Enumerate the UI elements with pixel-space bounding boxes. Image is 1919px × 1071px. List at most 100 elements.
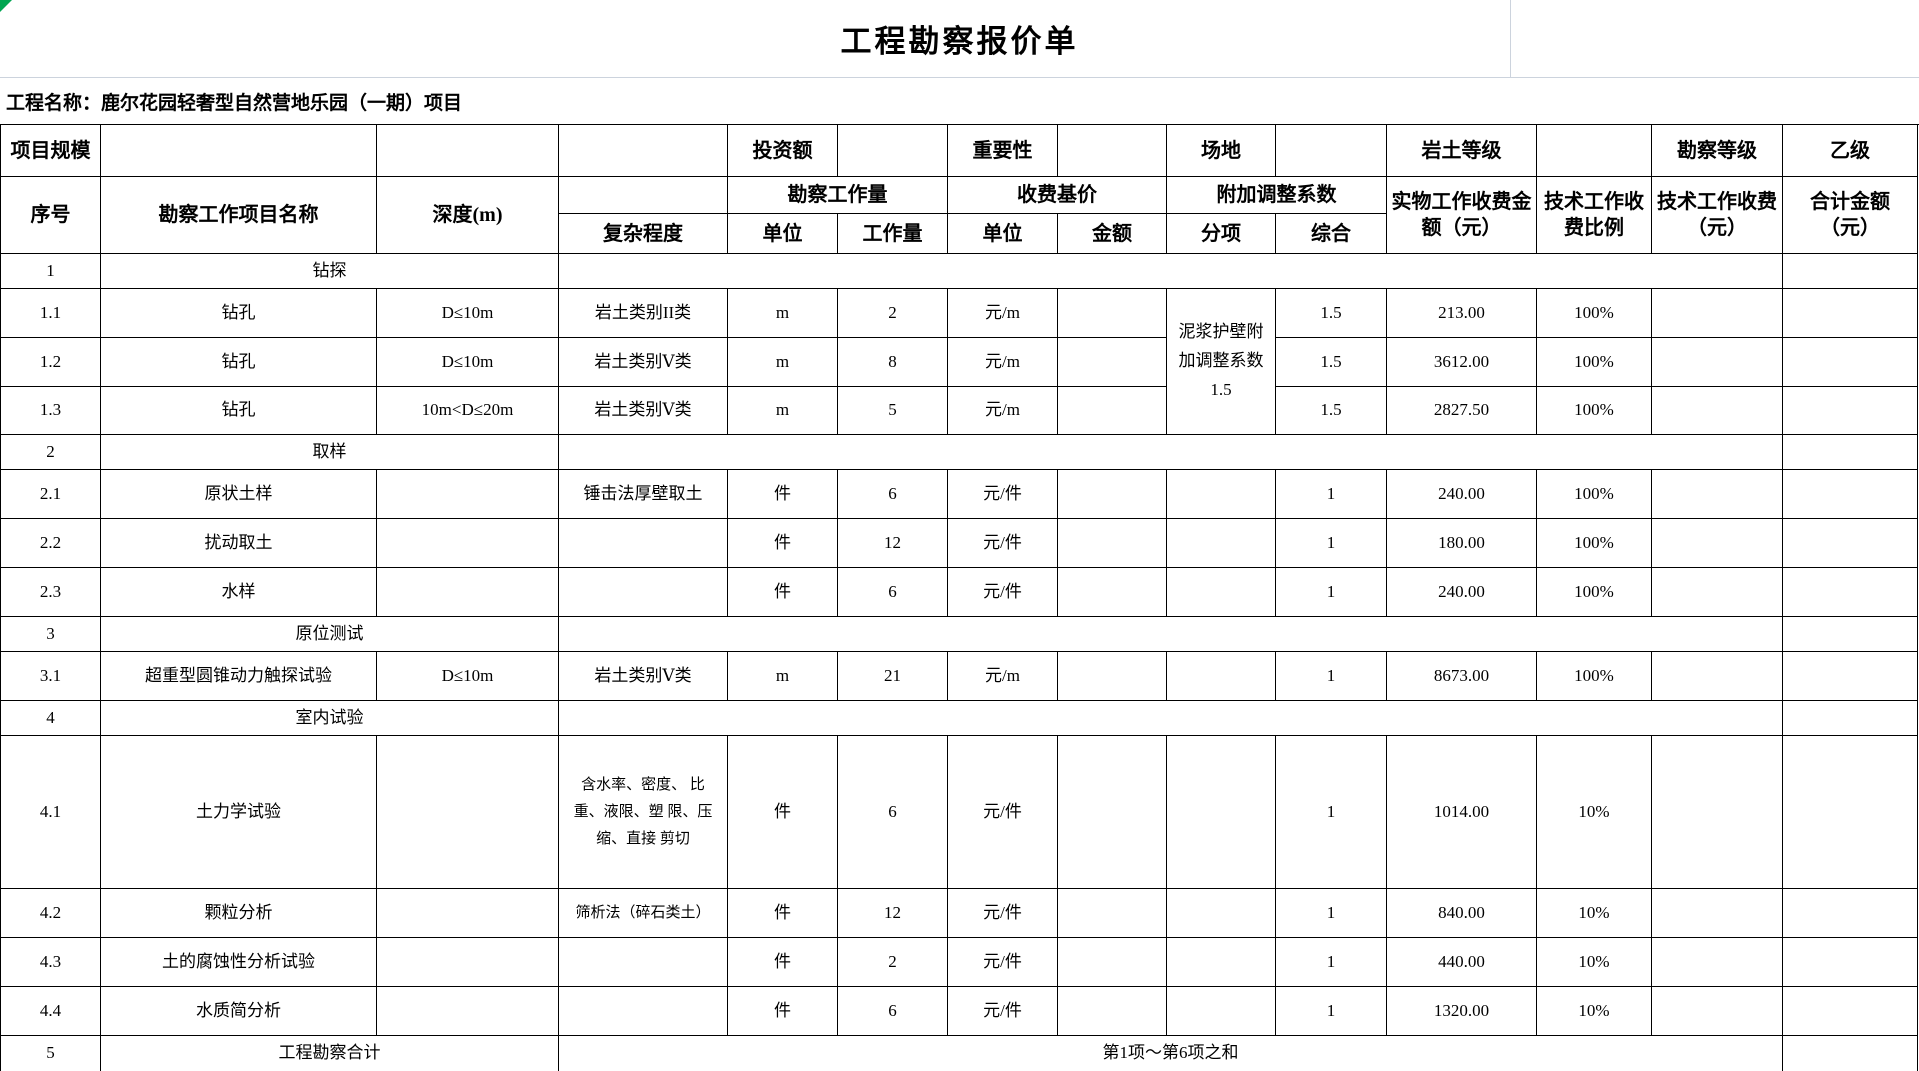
- cell-r18c3: [377, 987, 559, 1036]
- section-4-seq: 4: [1, 701, 101, 736]
- cell-r10c8: [1058, 519, 1167, 568]
- cell-r11c10: 1: [1276, 568, 1387, 617]
- section-1-seq: 1: [1, 254, 101, 289]
- cell-r5c8: [1058, 289, 1167, 338]
- cell-r10c10: 1: [1276, 519, 1387, 568]
- cell-r7c11: 2827.50: [1387, 387, 1537, 435]
- cell-r18c10: 1: [1276, 987, 1387, 1036]
- section-4-label: 室内试验: [101, 701, 559, 736]
- cell-r16c7: 元/件: [948, 889, 1058, 938]
- cell-r16c6: 12: [838, 889, 948, 938]
- col-header-unit-2: 单位: [948, 214, 1058, 254]
- cell-r7c2: 钻孔: [101, 387, 377, 435]
- cell-r10c9: [1167, 519, 1276, 568]
- cell-r9c11: 240.00: [1387, 470, 1537, 519]
- cell-r17c11: 440.00: [1387, 938, 1537, 987]
- cell-r11c2: 水样: [101, 568, 377, 617]
- cell-r16c14: [1783, 889, 1918, 938]
- cell-r13c1: 3.1: [1, 652, 101, 701]
- cell-r8c4: [559, 435, 1783, 470]
- cell-r9c6: 6: [838, 470, 948, 519]
- header-geotech-grade-value: [1537, 125, 1652, 177]
- cell-r6c3: D≤10m: [377, 338, 559, 387]
- header-investment-amount: 投资额: [728, 125, 838, 177]
- cell-r6c2: 钻孔: [101, 338, 377, 387]
- cell-r9c2: 原状土样: [101, 470, 377, 519]
- cell-r16c11: 840.00: [1387, 889, 1537, 938]
- cell-r17c4: [559, 938, 728, 987]
- col-header-amount: 金额: [1058, 214, 1167, 254]
- cell-r6c6: 8: [838, 338, 948, 387]
- col-header-blank: [559, 177, 728, 214]
- header-project-scale-value: [101, 125, 377, 177]
- cell-r6c7: 元/m: [948, 338, 1058, 387]
- cell-r4c14: [1783, 254, 1918, 289]
- cell-r5c4: 岩土类别II类: [559, 289, 728, 338]
- total-row-seq: 5: [1, 1036, 101, 1071]
- cell-r9c4: 锤击法厚壁取土: [559, 470, 728, 519]
- cell-r18c6: 6: [838, 987, 948, 1036]
- cell-r17c8: [1058, 938, 1167, 987]
- cell-r17c10: 1: [1276, 938, 1387, 987]
- cell-r5c12: 100%: [1537, 289, 1652, 338]
- cell-r15c10: 1: [1276, 736, 1387, 889]
- cell-r17c5: 件: [728, 938, 838, 987]
- cell-r5c10: 1.5: [1276, 289, 1387, 338]
- cell-r5c14: [1783, 289, 1918, 338]
- col-header-adjust-factor-group: 附加调整系数: [1167, 177, 1387, 214]
- cell-r15c6: 6: [838, 736, 948, 889]
- cell-r18c8: [1058, 987, 1167, 1036]
- cell-r11c8: [1058, 568, 1167, 617]
- cell-r14c14: [1783, 701, 1918, 736]
- cell-r10c2: 扰动取土: [101, 519, 377, 568]
- soil-mechanics-test-scope: 含水率、密度、 比重、液限、塑 限、压缩、直接 剪切: [559, 736, 728, 889]
- cell-r5c7: 元/m: [948, 289, 1058, 338]
- total-row-formula: 第1项～第6项之和: [559, 1036, 1783, 1071]
- cell-r11c6: 6: [838, 568, 948, 617]
- col-header-tech-fee: 技术工作收费（元）: [1652, 177, 1783, 254]
- cell-r16c2: 颗粒分析: [101, 889, 377, 938]
- cell-r1c3: [377, 125, 559, 177]
- cell-r9c1: 2.1: [1, 470, 101, 519]
- header-survey-grade: 勘察等级: [1652, 125, 1783, 177]
- cell-r17c14: [1783, 938, 1918, 987]
- cell-r15c8: [1058, 736, 1167, 889]
- cell-r5c3: D≤10m: [377, 289, 559, 338]
- cell-r9c13: [1652, 470, 1783, 519]
- cell-r9c7: 元/件: [948, 470, 1058, 519]
- cell-r13c3: D≤10m: [377, 652, 559, 701]
- cell-r11c13: [1652, 568, 1783, 617]
- col-header-tech-fee-ratio: 技术工作收费比例: [1537, 177, 1652, 254]
- cell-r1c4: [559, 125, 728, 177]
- cell-r16c8: [1058, 889, 1167, 938]
- cell-r9c9: [1167, 470, 1276, 519]
- cell-r17c7: 元/件: [948, 938, 1058, 987]
- cell-r13c12: 100%: [1537, 652, 1652, 701]
- cell-r10c5: 件: [728, 519, 838, 568]
- cell-r7c8: [1058, 387, 1167, 435]
- header-importance: 重要性: [948, 125, 1058, 177]
- cell-r18c5: 件: [728, 987, 838, 1036]
- cell-r18c4: [559, 987, 728, 1036]
- cell-r15c1: 4.1: [1, 736, 101, 889]
- cell-r10c3: [377, 519, 559, 568]
- mud-wall-adjustment-note: 泥浆护壁附加调整系数 1.5: [1167, 289, 1276, 435]
- section-2-seq: 2: [1, 435, 101, 470]
- cell-r11c11: 240.00: [1387, 568, 1537, 617]
- cell-r15c13: [1652, 736, 1783, 889]
- cell-r10c1: 2.2: [1, 519, 101, 568]
- cell-r10c4: [559, 519, 728, 568]
- col-header-composite: 综合: [1276, 214, 1387, 254]
- cell-r10c11: 180.00: [1387, 519, 1537, 568]
- cell-r17c3: [377, 938, 559, 987]
- cell-r18c7: 元/件: [948, 987, 1058, 1036]
- cell-r10c14: [1783, 519, 1918, 568]
- col-header-seq: 序号: [1, 177, 101, 254]
- cell-r18c9: [1167, 987, 1276, 1036]
- cell-r16c3: [377, 889, 559, 938]
- section-3-label: 原位测试: [101, 617, 559, 652]
- cell-r5c11: 213.00: [1387, 289, 1537, 338]
- particle-analysis-method: 筛析法（碎石类土）: [559, 889, 728, 938]
- cell-r13c11: 8673.00: [1387, 652, 1537, 701]
- cell-r15c7: 元/件: [948, 736, 1058, 889]
